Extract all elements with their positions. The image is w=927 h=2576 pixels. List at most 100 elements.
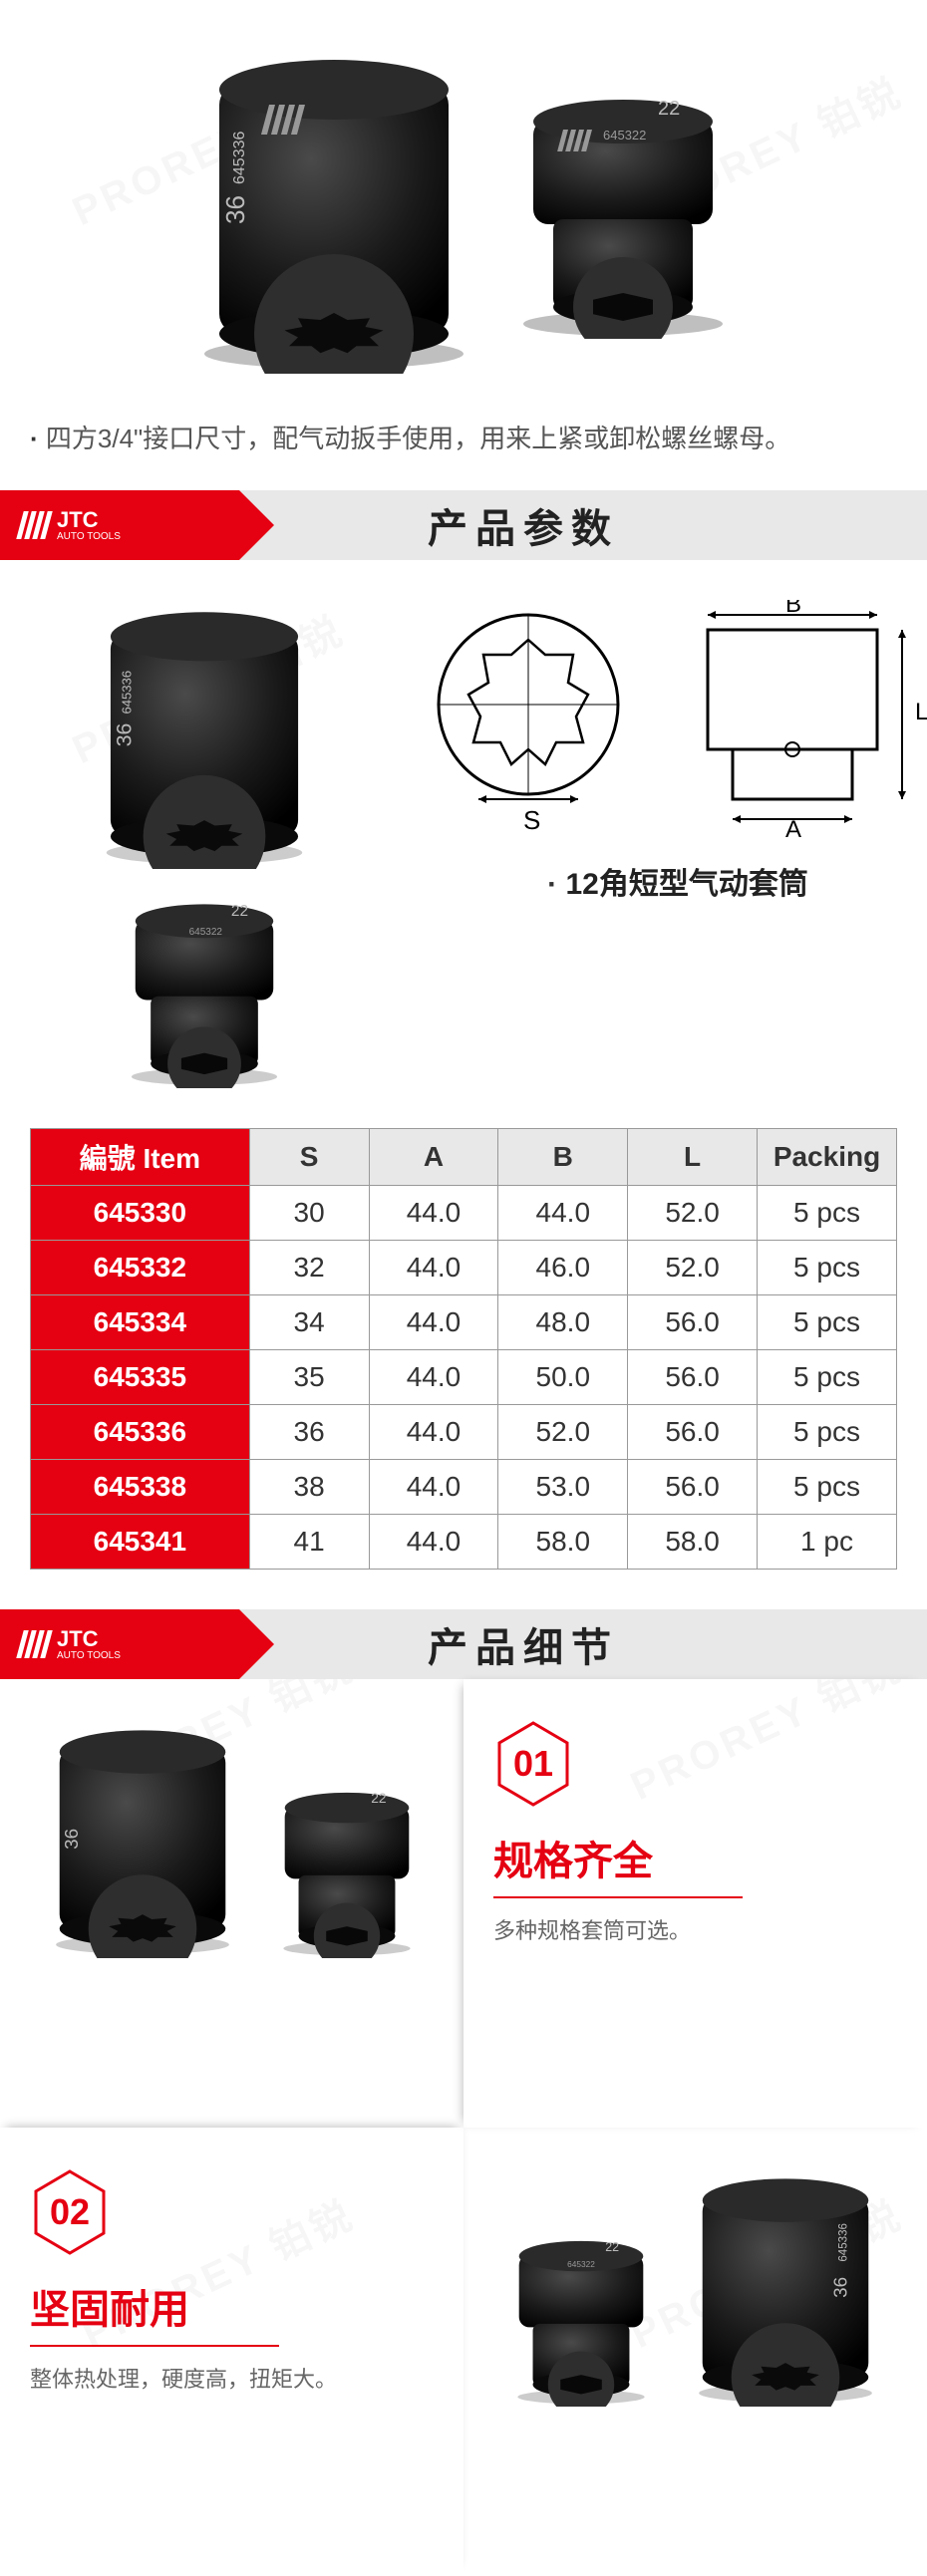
brand-banner: JTC AUTO TOOLS [0,490,239,560]
table-cell: 645338 [31,1459,250,1514]
detail-desc: 多种规格套筒可选。 [493,1913,897,1948]
table-cell: 52.0 [498,1404,628,1459]
svg-text:645322: 645322 [603,128,646,143]
brand-name: JTC [57,507,99,532]
bullet-dot: · [30,424,39,453]
table-cell: 56.0 [628,1404,758,1459]
svg-text:645336: 645336 [119,670,134,714]
section-header-params: JTC AUTO TOOLS 产品参数 [0,490,927,560]
table-cell: 44.0 [369,1349,498,1404]
brand-banner: JTC AUTO TOOLS [0,1609,239,1679]
svg-text:645336: 645336 [231,132,248,184]
hero-product-image: 36 645336 [0,0,927,419]
description-text: 四方3/4"接口尺寸，配气动扳手使用，用来上紧或卸松螺丝螺母。 [46,424,790,453]
table-cell: 44.0 [498,1185,628,1240]
table-cell: 56.0 [628,1294,758,1349]
detail-title: 坚固耐用 [30,2277,279,2347]
params-diagrams: S B A L [419,600,927,903]
table-row: 6453343444.048.056.05 pcs [31,1294,897,1349]
table-cell: 5 pcs [758,1240,897,1294]
socket-small-icon: 22 645322 [501,2227,661,2407]
svg-text:645322: 645322 [567,2259,595,2269]
detail-text-1: 01 规格齐全 多种规格套筒可选。 [464,1679,927,2128]
detail-image-1: 36 22 [0,1679,464,2128]
table-body: 6453303044.044.052.05 pcs6453323244.046.… [31,1185,897,1569]
sub-title: · 12角短型气动套筒 [547,859,808,903]
brand-sub: AUTO TOOLS [57,531,121,542]
table-cell: 645330 [31,1185,250,1240]
table-cell: 1 pc [758,1514,897,1569]
table-row: 6453363644.052.056.05 pcs [31,1404,897,1459]
table-cell: 52.0 [628,1185,758,1240]
table-cell: 645334 [31,1294,250,1349]
svg-text:22: 22 [658,98,680,120]
table-header-row: 編號 ItemSABLPacking [31,1128,897,1185]
table-cell: 645332 [31,1240,250,1294]
svg-text:36: 36 [829,2277,850,2298]
detail-desc: 整体热处理，硬度高，扭矩大。 [30,2362,434,2397]
table-cell: 50.0 [498,1349,628,1404]
svg-text:36: 36 [60,1829,81,1850]
table-header-cell: S [249,1128,369,1185]
svg-text:645322: 645322 [189,927,223,938]
brand-stripes-icon [16,511,53,539]
table-cell: 53.0 [498,1459,628,1514]
detail-number: 01 [513,1743,553,1785]
table-cell: 41 [249,1514,369,1569]
table-cell: 645336 [31,1404,250,1459]
table-cell: 44.0 [369,1294,498,1349]
table-cell: 34 [249,1294,369,1349]
table-cell: 32 [249,1240,369,1294]
table-cell: 38 [249,1459,369,1514]
params-product-images: 36 645336 22 645322 [30,600,379,1088]
table-cell: 46.0 [498,1240,628,1294]
table-cell: 5 pcs [758,1185,897,1240]
socket-large-icon: 36 645336 [85,600,324,869]
detail-text-2: 02 坚固耐用 整体热处理，硬度高，扭矩大。 [0,2128,464,2576]
table-header-cell: A [369,1128,498,1185]
table-cell: 56.0 [628,1459,758,1514]
detail-number: 02 [50,2191,90,2233]
svg-text:B: B [785,600,801,618]
table-cell: 30 [249,1185,369,1240]
socket-large-icon: 36 645336 [189,45,478,374]
svg-text:645336: 645336 [837,2223,849,2262]
params-body: 36 645336 22 645322 [0,560,927,1128]
table-cell: 44.0 [369,1404,498,1459]
table-cell: 44.0 [369,1514,498,1569]
brand-sub: AUTO TOOLS [57,1650,121,1661]
svg-text:22: 22 [605,2240,619,2254]
table-row: 6453303044.044.052.05 pcs [31,1185,897,1240]
table-cell: 56.0 [628,1349,758,1404]
hex-badge-icon: 02 [30,2167,110,2257]
table-cell: 44.0 [369,1240,498,1294]
svg-text:22: 22 [231,903,248,920]
table-cell: 58.0 [628,1514,758,1569]
section-header-detail: JTC AUTO TOOLS 产品细节 [0,1609,927,1679]
table-header-cell: B [498,1128,628,1185]
table-cell: 645335 [31,1349,250,1404]
svg-text:S: S [523,805,540,834]
table-header-cell: 編號 Item [31,1128,250,1185]
table-cell: 645341 [31,1514,250,1569]
table-row: 6453383844.053.056.05 pcs [31,1459,897,1514]
table-row: 6453323244.046.052.05 pcs [31,1240,897,1294]
table-cell: 5 pcs [758,1404,897,1459]
table-cell: 52.0 [628,1240,758,1294]
table-cell: 58.0 [498,1514,628,1569]
table-row: 6453353544.050.056.05 pcs [31,1349,897,1404]
svg-text:A: A [785,816,801,839]
brand-stripes-icon [16,1630,53,1658]
svg-text:36: 36 [112,722,136,746]
socket-large-icon: 36 [38,1719,247,1958]
brand-name: JTC [57,1626,99,1651]
svg-text:36: 36 [220,195,250,224]
spec-table: 編號 ItemSABLPacking 6453303044.044.052.05… [30,1128,897,1570]
detail-image-2: 22 645322 36 645336 [464,2128,927,2576]
table-cell: 36 [249,1404,369,1459]
socket-large-icon: 36 645336 [681,2167,890,2407]
socket-small-icon: 22 [267,1779,427,1958]
table-cell: 44.0 [369,1459,498,1514]
detail-title: 规格齐全 [493,1829,743,1898]
table-cell: 44.0 [369,1185,498,1240]
